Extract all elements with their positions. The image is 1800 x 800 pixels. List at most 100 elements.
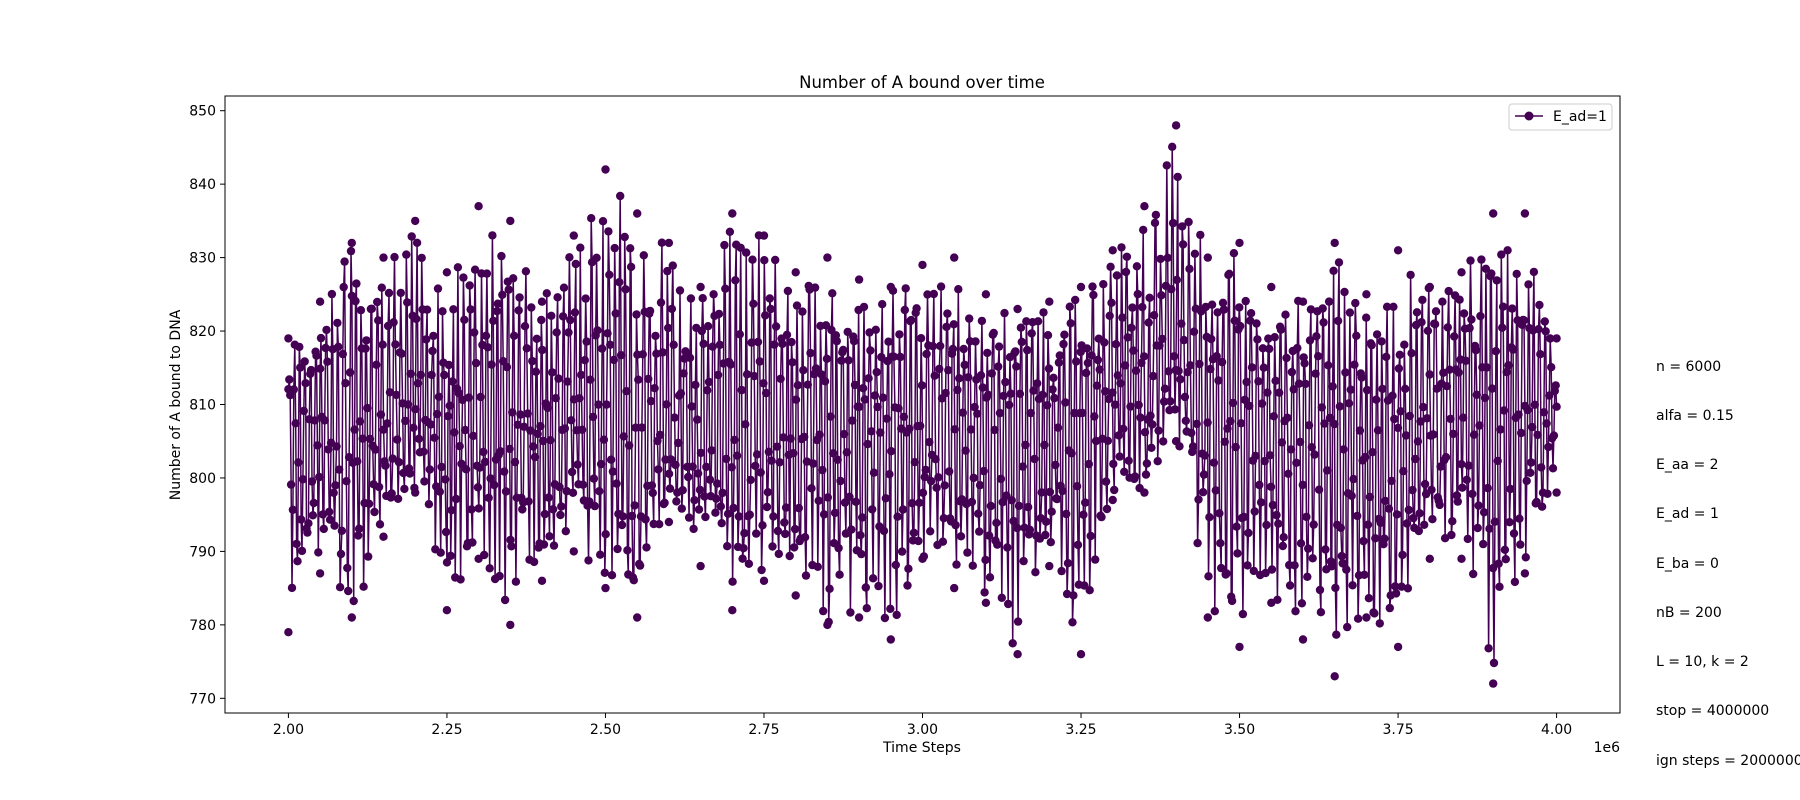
- data-point: [288, 505, 298, 514]
- data-point: [482, 269, 492, 278]
- legend: E_ad=1: [1508, 103, 1613, 131]
- data-point: [1548, 464, 1558, 473]
- data-point: [1384, 504, 1394, 513]
- data-point: [961, 446, 970, 455]
- data-point: [434, 392, 444, 401]
- data-point: [389, 318, 398, 327]
- data-point: [837, 356, 846, 365]
- peak-point: [411, 216, 420, 226]
- data-point: [842, 448, 851, 457]
- x-tick-label: 3.00: [907, 722, 938, 738]
- data-point: [1542, 419, 1551, 428]
- data-point: [573, 460, 582, 469]
- data-point: [1158, 334, 1167, 344]
- data-point: [1033, 379, 1042, 388]
- data-point: [834, 543, 843, 553]
- data-point: [1043, 331, 1053, 340]
- data-point: [616, 351, 626, 360]
- data-point: [1391, 582, 1400, 591]
- peak-point: [1362, 290, 1371, 299]
- data-point: [587, 214, 596, 223]
- data-point: [1201, 302, 1211, 312]
- data-point: [1246, 309, 1256, 318]
- data-point: [630, 501, 639, 510]
- data-point: [307, 477, 317, 486]
- data-point: [960, 360, 969, 370]
- trough-point: [1203, 613, 1213, 622]
- data-point: [405, 469, 415, 478]
- data-point: [1376, 518, 1385, 527]
- data-point: [433, 284, 443, 293]
- data-point: [1533, 430, 1542, 440]
- data-point: [1082, 344, 1092, 353]
- data-point: [387, 489, 396, 498]
- data-point: [327, 289, 337, 299]
- data-point: [914, 536, 923, 546]
- data-point: [698, 294, 707, 303]
- data-point: [1138, 302, 1147, 312]
- data-point: [309, 498, 318, 508]
- data-point: [1055, 351, 1065, 360]
- data-point: [301, 379, 310, 388]
- data-point: [921, 465, 930, 475]
- data-point: [1230, 316, 1240, 325]
- data-point: [460, 315, 469, 324]
- data-point: [577, 370, 586, 380]
- data-point: [750, 371, 759, 381]
- data-point: [1147, 443, 1156, 452]
- data-point: [1204, 572, 1213, 581]
- trough-point: [284, 628, 293, 637]
- data-point: [1011, 347, 1020, 356]
- param-ign-steps: ign steps = 2000000: [1656, 752, 1800, 769]
- data-point: [761, 388, 771, 398]
- data-point: [506, 535, 515, 545]
- data-point: [1519, 316, 1529, 325]
- data-point: [1048, 385, 1057, 394]
- data-point: [1363, 520, 1373, 529]
- data-point: [1205, 513, 1214, 522]
- data-point: [440, 370, 449, 380]
- data-point: [602, 400, 611, 409]
- data-point: [771, 322, 781, 331]
- data-point: [1255, 480, 1264, 490]
- data-point: [1073, 540, 1083, 550]
- data-point: [781, 529, 790, 539]
- data-point: [1540, 317, 1550, 326]
- data-point: [829, 449, 838, 458]
- data-point: [996, 474, 1006, 484]
- data-point: [1439, 368, 1448, 377]
- data-point: [751, 461, 760, 471]
- data-point: [484, 493, 493, 502]
- data-point: [760, 256, 769, 265]
- data-point: [699, 339, 708, 348]
- data-point: [819, 510, 829, 519]
- data-point: [1054, 358, 1064, 367]
- data-point: [702, 462, 711, 472]
- data-point: [726, 360, 735, 369]
- data-point: [354, 524, 364, 533]
- data-point: [1000, 308, 1009, 318]
- data-point: [1183, 368, 1192, 377]
- data-point: [1395, 350, 1405, 359]
- x-tick-label: 3.50: [1224, 722, 1255, 738]
- data-point: [425, 465, 434, 474]
- data-point: [703, 386, 712, 395]
- data-point: [811, 364, 821, 373]
- x-axis-label: Time Steps: [882, 740, 961, 756]
- data-point: [1079, 510, 1088, 519]
- data-point: [1057, 566, 1066, 576]
- data-point: [315, 472, 324, 482]
- data-point: [654, 465, 663, 474]
- data-point: [1506, 484, 1515, 494]
- data-point: [1455, 295, 1464, 304]
- data-point: [1463, 534, 1473, 544]
- data-point: [869, 468, 879, 477]
- data-point: [958, 408, 967, 417]
- data-point: [675, 286, 685, 295]
- data-point: [708, 342, 717, 351]
- data-point: [1260, 456, 1269, 466]
- data-point: [1292, 458, 1301, 467]
- data-point: [1189, 327, 1199, 336]
- data-point: [1058, 486, 1067, 496]
- data-point: [1213, 308, 1222, 317]
